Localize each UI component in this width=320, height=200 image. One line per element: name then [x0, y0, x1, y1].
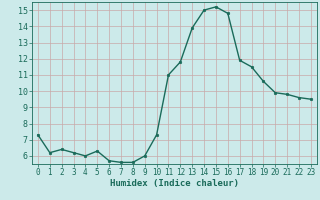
X-axis label: Humidex (Indice chaleur): Humidex (Indice chaleur) — [110, 179, 239, 188]
